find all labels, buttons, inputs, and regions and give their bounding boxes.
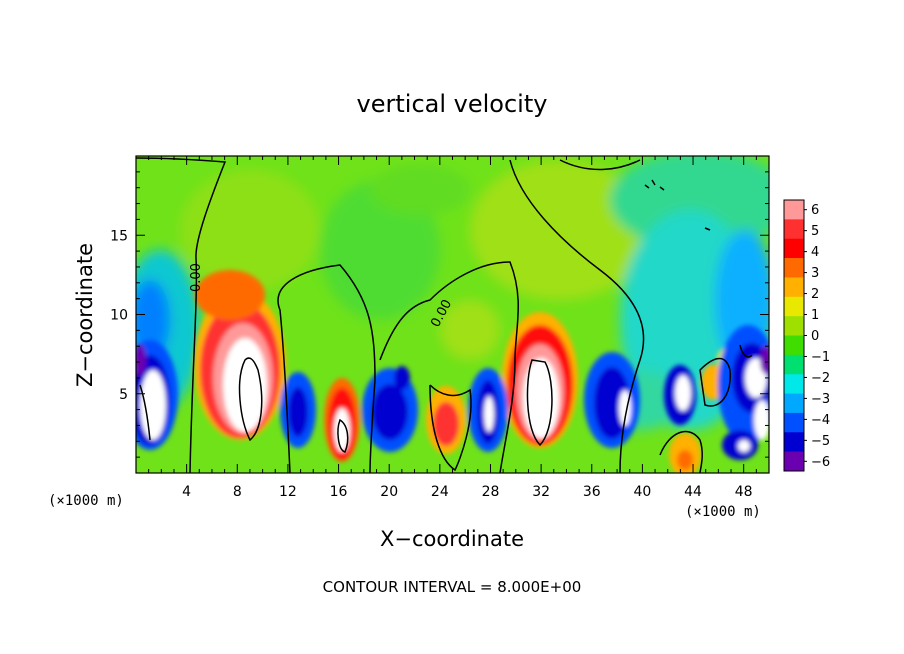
colorbar-swatch <box>784 296 804 317</box>
contour-interval-text: CONTOUR INTERVAL = 8.000E+00 <box>323 578 582 596</box>
chart-title: vertical velocity <box>357 90 548 118</box>
colorbar-swatch <box>784 451 804 472</box>
colorbar-swatch <box>784 238 804 259</box>
x-tick-label: 48 <box>735 484 753 500</box>
x-tick-label: 36 <box>583 484 601 500</box>
colorbar-label: −3 <box>811 392 830 407</box>
colorbar-label: 0 <box>811 329 819 344</box>
colorbar-label: −6 <box>811 455 830 470</box>
x-tick-label: 32 <box>532 484 550 500</box>
x-tick-label: 24 <box>431 484 449 500</box>
colorbar-label: −2 <box>811 371 830 386</box>
y-tick-label: 5 <box>119 387 128 403</box>
colorbar-swatch <box>784 258 804 278</box>
x-tick-label: 8 <box>233 484 242 500</box>
colorbar-label: 3 <box>811 266 819 281</box>
y-axis-label: Z−coordinate <box>73 243 97 387</box>
colorbar-swatch <box>784 335 804 356</box>
x-tick-label: 28 <box>482 484 500 500</box>
y-tick-label: 10 <box>110 308 128 324</box>
colorbar-label: 5 <box>811 224 819 239</box>
x-tick-label: 44 <box>684 484 702 500</box>
x-axis-label: X−coordinate <box>380 527 524 551</box>
x-tick-label: 4 <box>182 484 191 500</box>
y-ticks: 5 10 15 <box>110 155 769 474</box>
colorbar-swatch <box>784 219 804 240</box>
colorbar-swatch <box>784 200 804 220</box>
x-unit-label-right: (×1000 m) <box>685 504 761 520</box>
colorbar-swatch <box>784 277 804 298</box>
x-tick-label: 12 <box>279 484 297 500</box>
colorbar-swatch <box>784 432 804 452</box>
colorbar-swatch <box>784 316 804 336</box>
contour-label-left: 0.00 <box>189 263 204 292</box>
x-tick-label: 16 <box>330 484 348 500</box>
y-tick-label: 15 <box>110 228 128 244</box>
colorbar-swatch <box>784 412 804 433</box>
colorbar: 6 5 4 3 2 1 0 −1 −2 −3 −4 −5 −6 <box>783 199 830 472</box>
field-area: 0.00 0.00 <box>136 156 769 473</box>
colorbar-label: 2 <box>811 287 819 302</box>
x-tick-label: 40 <box>633 484 651 500</box>
colorbar-label: −5 <box>811 434 830 449</box>
colorbar-label: 1 <box>811 308 819 323</box>
x-ticks: 4 8 12 16 20 24 28 32 36 40 44 48 <box>135 156 770 500</box>
contour-lines <box>136 157 753 473</box>
colorbar-label: −1 <box>811 350 830 365</box>
colorbar-swatch <box>784 393 804 414</box>
field-detail-layer <box>136 270 769 473</box>
colorbar-label: 4 <box>811 245 819 260</box>
colorbar-swatch <box>784 354 804 375</box>
colorbar-swatch <box>784 374 804 394</box>
colorbar-label: −4 <box>811 413 830 428</box>
x-unit-label-left: (×1000 m) <box>48 493 124 509</box>
colorbar-label: 6 <box>811 203 819 218</box>
x-tick-label: 20 <box>380 484 398 500</box>
